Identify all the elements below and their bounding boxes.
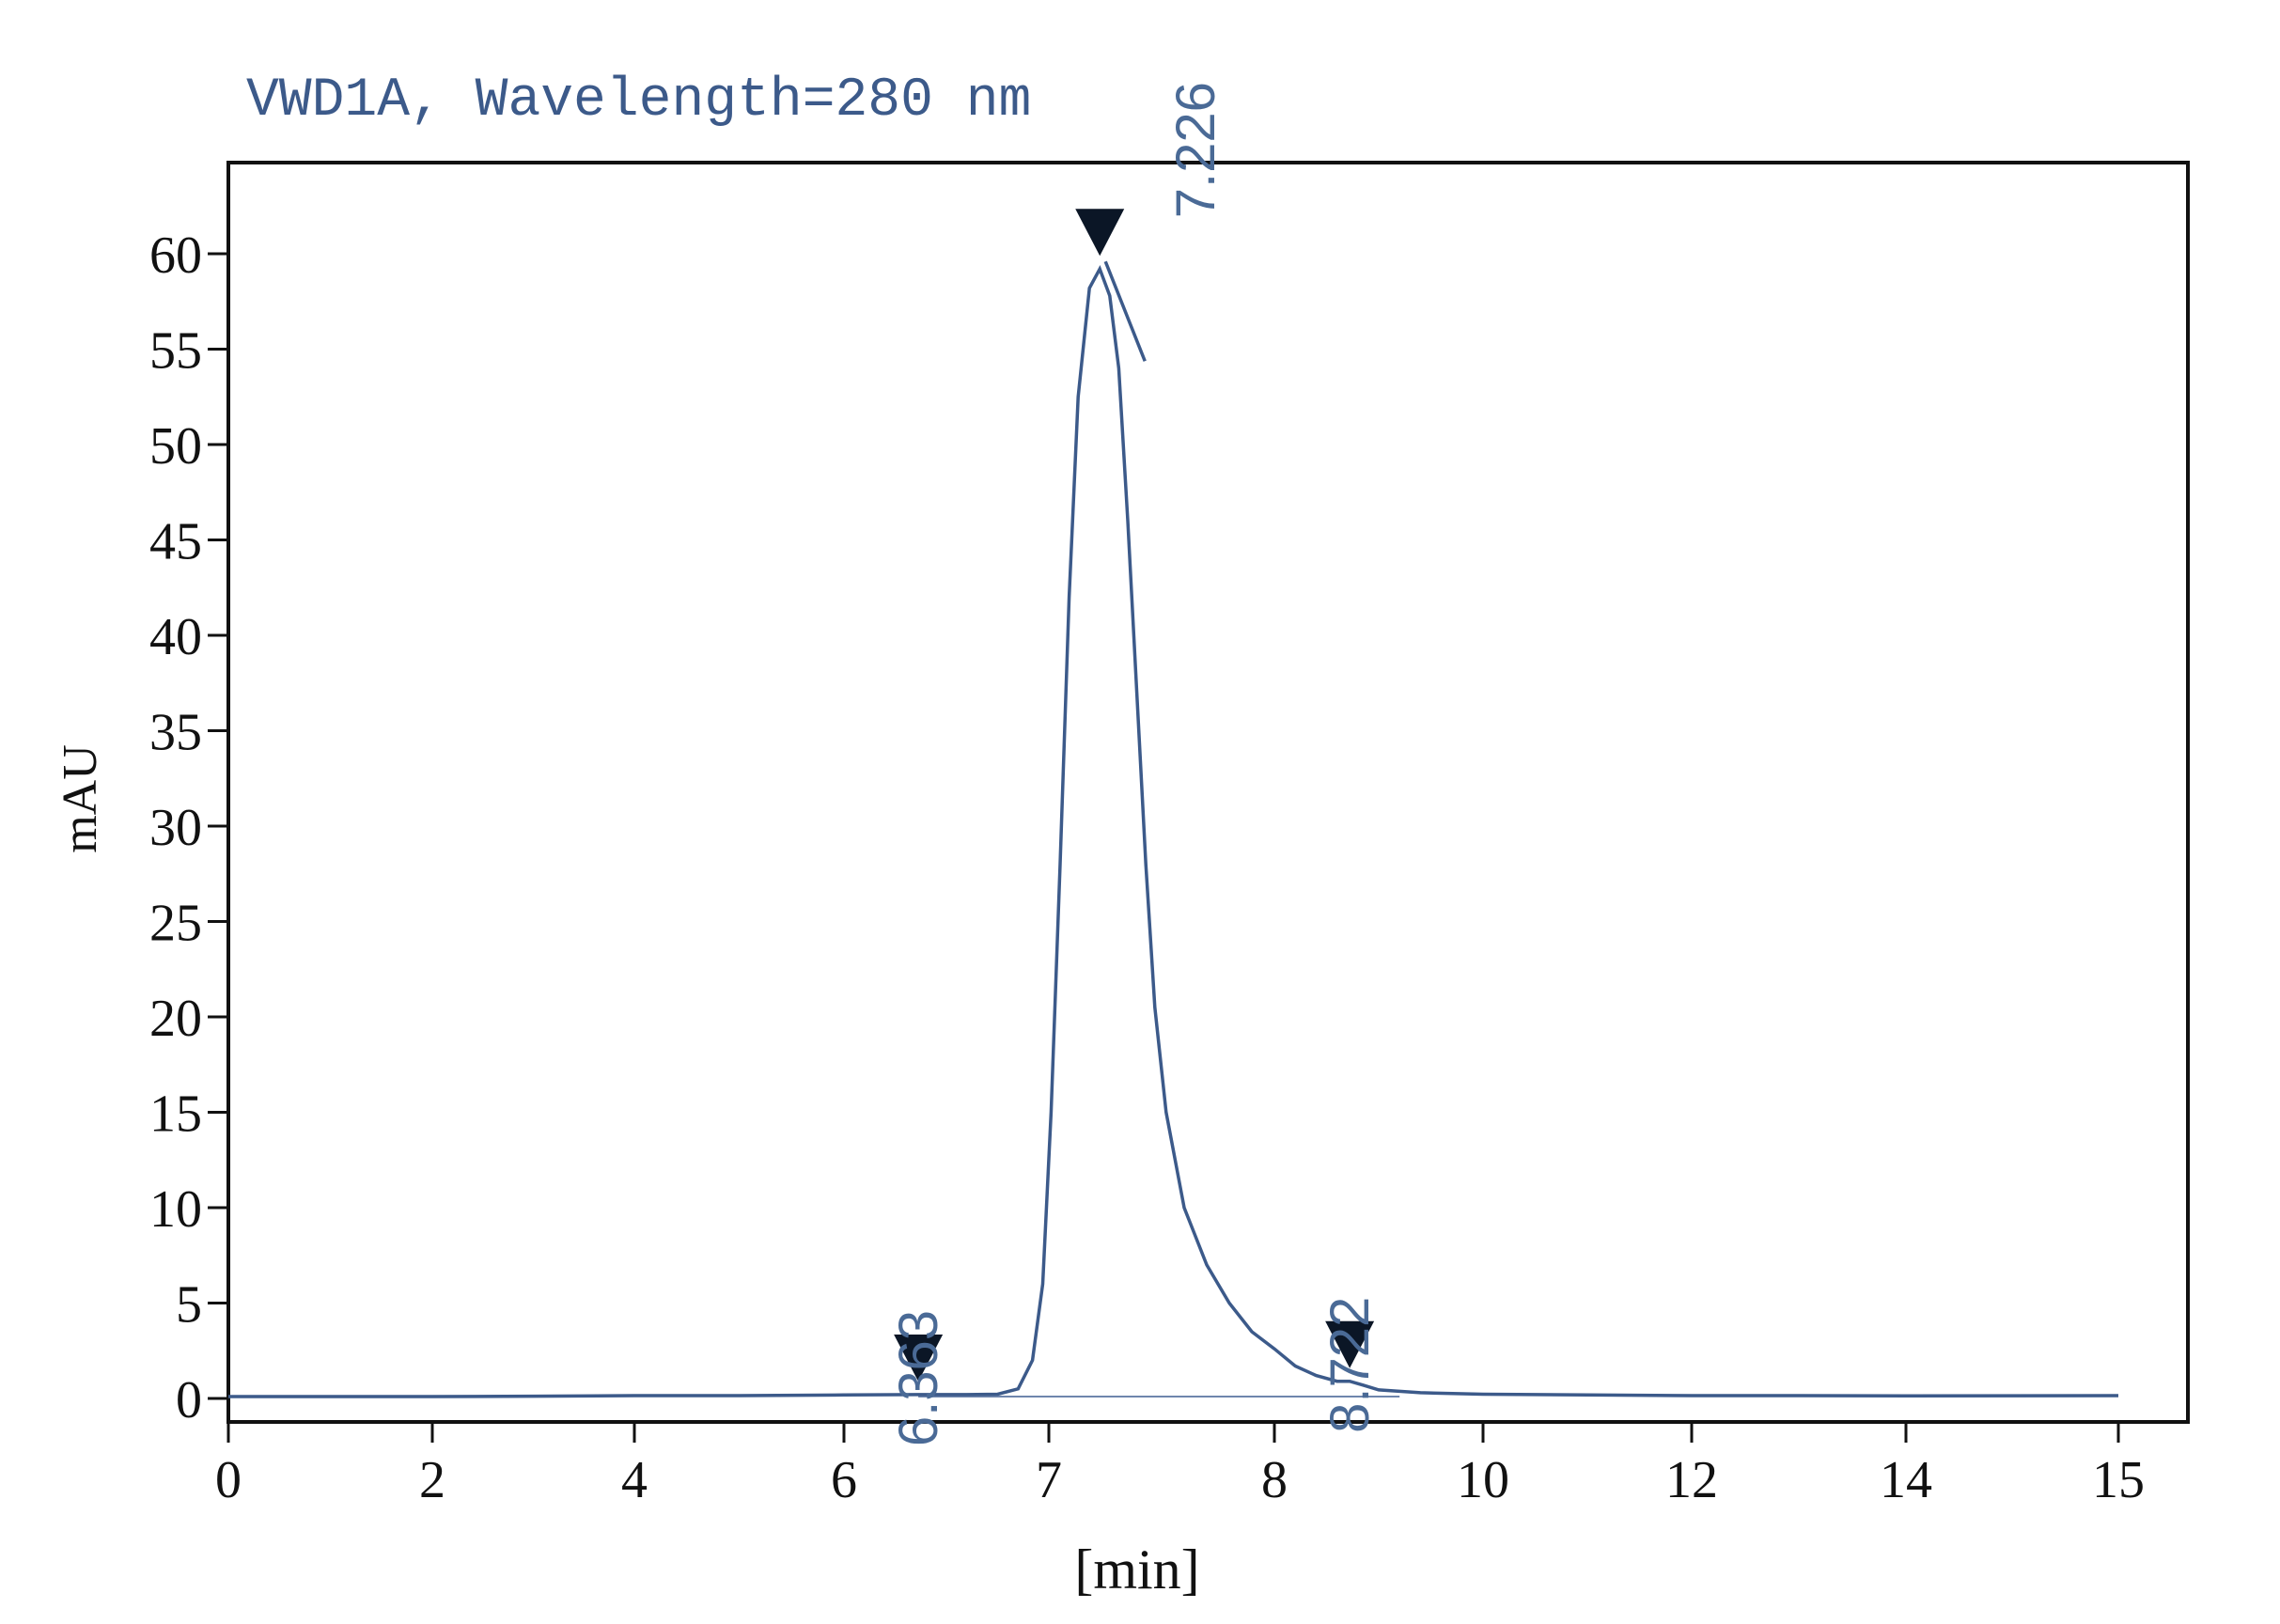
y-tick-label: 5	[176, 1276, 202, 1335]
peak-marker	[894, 1334, 944, 1382]
y-tick-label: 0	[176, 1371, 202, 1429]
y-tick-label: 25	[149, 895, 202, 953]
chart-title: VWD1A, Wavelength=280 nm	[246, 70, 1031, 132]
x-tick-label: 6	[831, 1451, 857, 1509]
y-tick-label: 40	[149, 608, 202, 666]
y-tick-label: 30	[149, 799, 202, 857]
y-tick-label: 10	[149, 1180, 202, 1239]
x-tick-label: 0	[215, 1451, 242, 1509]
y-tick-label: 60	[149, 226, 202, 285]
chromatogram-trace	[228, 264, 2119, 1398]
x-tick-label: 12	[1665, 1451, 1718, 1509]
peak-label: 7.226	[1165, 82, 1226, 218]
y-tick-label: 50	[149, 417, 202, 476]
plot-frame	[226, 161, 2190, 1424]
y-tick-label: 15	[149, 1085, 202, 1144]
y-axis-label: mAU	[54, 744, 107, 853]
x-tick-label: 8	[1261, 1451, 1288, 1509]
x-tick-label: 14	[1880, 1451, 1932, 1509]
x-axis: 0 2 4 6 7 8 10 12 14 15	[215, 1422, 2145, 1509]
y-axis: 0 5 10 15 20 25 30 35 40 45 50 55 60	[149, 226, 228, 1429]
y-tick-label: 35	[149, 704, 202, 762]
peak-marker	[1075, 209, 1125, 257]
x-tick-label: 4	[621, 1451, 648, 1509]
x-tick-label: 7	[1036, 1451, 1062, 1509]
x-tick-label: 15	[2092, 1451, 2145, 1509]
x-axis-label: [min]	[1074, 1538, 1199, 1601]
peak-label: 6.363	[888, 1310, 949, 1446]
y-tick-label: 55	[149, 322, 202, 381]
y-tick-label: 45	[149, 513, 202, 571]
y-tick-label: 20	[149, 990, 202, 1048]
peak-tick	[1103, 260, 1147, 362]
x-tick-label: 10	[1457, 1451, 1509, 1509]
peak-annotations: 6.363 7.226 8.722	[888, 82, 1381, 1446]
x-tick-label: 2	[419, 1451, 445, 1509]
peak-marker	[1325, 1320, 1375, 1368]
peak-label: 8.722	[1320, 1297, 1381, 1433]
